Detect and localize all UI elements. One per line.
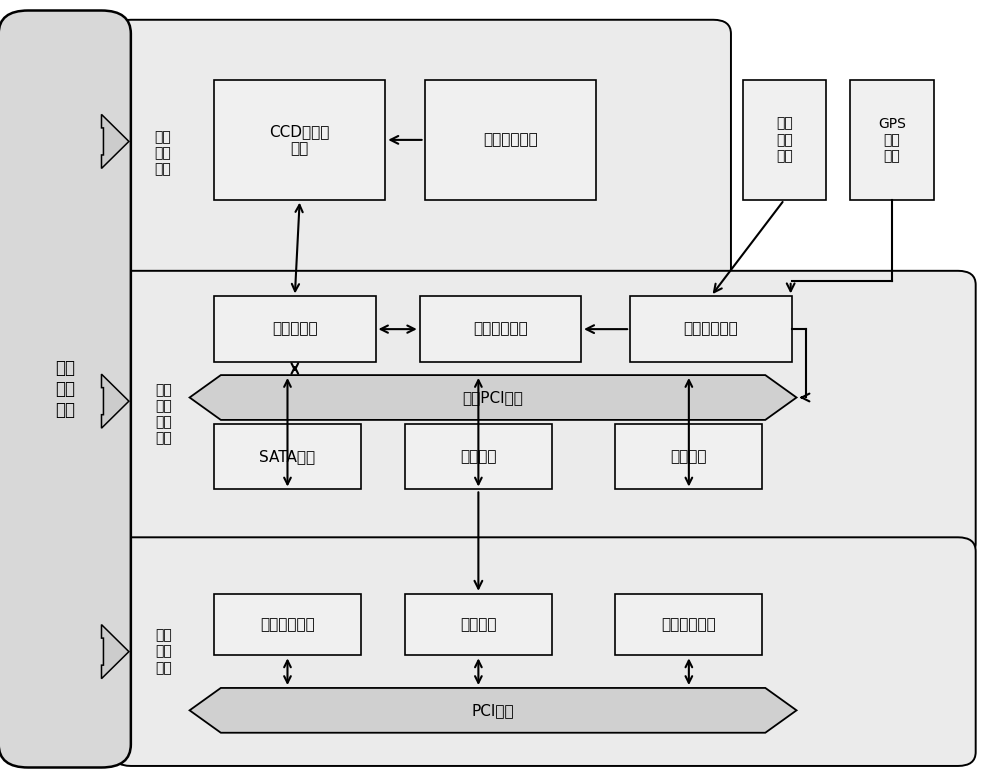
Text: 信息
采集
系统: 信息 采集 系统 — [154, 130, 171, 177]
Bar — [615, 424, 762, 489]
Bar — [214, 296, 376, 362]
Text: 路面照明系统: 路面照明系统 — [483, 132, 538, 147]
FancyBboxPatch shape — [113, 19, 731, 287]
Text: 外触发适配卡: 外触发适配卡 — [473, 321, 528, 337]
Text: 数据
处理
系统: 数据 处理 系统 — [156, 629, 173, 675]
Bar — [420, 296, 581, 362]
Text: SATA硬盘: SATA硬盘 — [259, 449, 316, 464]
FancyBboxPatch shape — [0, 10, 131, 768]
Text: 千兆网卡: 千兆网卡 — [460, 449, 497, 464]
Text: 数据处理平台: 数据处理平台 — [260, 617, 315, 632]
Polygon shape — [101, 114, 129, 169]
Polygon shape — [190, 688, 797, 733]
Bar — [630, 296, 792, 362]
Bar — [214, 80, 385, 200]
Text: 车行
同步
信号: 车行 同步 信号 — [776, 117, 793, 163]
Text: 触发信号电路: 触发信号电路 — [684, 321, 738, 337]
Text: 电源
管理
系统: 电源 管理 系统 — [55, 359, 75, 419]
Text: 图像采集卡: 图像采集卡 — [272, 321, 318, 337]
Text: 主机PCI总线: 主机PCI总线 — [463, 390, 524, 405]
Bar — [405, 594, 552, 656]
Polygon shape — [101, 374, 129, 428]
Bar — [425, 80, 596, 200]
Polygon shape — [190, 375, 797, 420]
FancyBboxPatch shape — [113, 538, 976, 766]
FancyBboxPatch shape — [113, 271, 976, 557]
Text: GPS
定位
系统: GPS 定位 系统 — [878, 117, 906, 163]
Text: CCD线扫描
相机: CCD线扫描 相机 — [270, 124, 330, 156]
Bar — [214, 594, 361, 656]
Text: PCI总线: PCI总线 — [472, 703, 514, 718]
Text: 数据备份硬盘: 数据备份硬盘 — [661, 617, 716, 632]
Text: 千兆网卡: 千兆网卡 — [460, 617, 497, 632]
Text: 显示前端: 显示前端 — [671, 449, 707, 464]
Bar — [405, 424, 552, 489]
Bar — [743, 80, 826, 200]
Polygon shape — [101, 625, 129, 678]
Bar — [214, 424, 361, 489]
Bar — [850, 80, 934, 200]
Bar — [615, 594, 762, 656]
Text: 数据
存储
显示
系统: 数据 存储 显示 系统 — [156, 383, 173, 445]
